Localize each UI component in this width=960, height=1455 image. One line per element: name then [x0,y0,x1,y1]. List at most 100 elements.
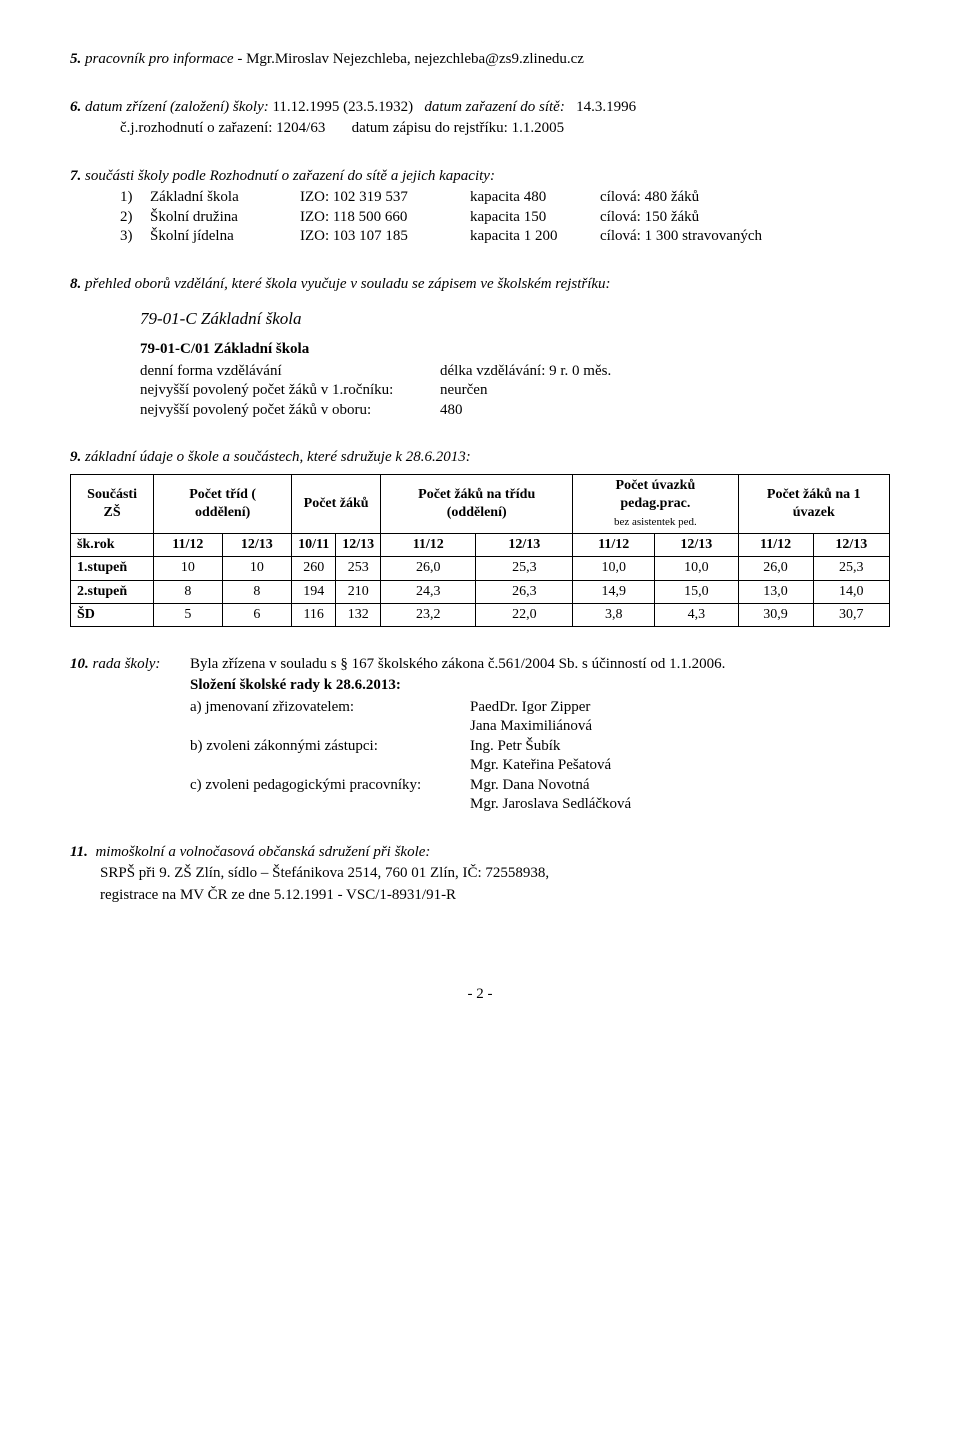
row-label: ŠD [71,603,154,626]
table-row: 1.stupeň101026025326,025,310,010,026,025… [71,557,890,580]
cell: 253 [336,557,381,580]
s8-row-key: nejvyšší povolený počet žáků v 1.ročníku… [140,381,440,401]
cell: 4,3 [655,603,738,626]
s10-row-key: c) zvoleni pedagogickými pracovníky: [190,776,470,796]
s10-row-val: PaedDr. Igor Zipper [470,698,590,718]
cell: 22,0 [476,603,573,626]
s6-label: datum zřízení (založení) školy: [85,99,269,115]
th-pocet-na-uvazek: Počet žáků na 1 úvazek [738,474,890,534]
s7-heading: součásti školy podle Rozhodnutí o zařaze… [85,168,495,184]
s7-row-num: 2) [120,208,150,228]
yr-c3b: 12/13 [336,534,381,557]
s6-num: 6. [70,99,81,115]
yr-c2a: 11/12 [154,534,222,557]
s10-row: Jana Maximiliánová [190,717,890,737]
cell: 26,0 [381,557,476,580]
s10-row-val: Mgr. Dana Novotná [470,776,590,796]
section-5: 5. pracovník pro informace - Mgr.Mirosla… [70,50,890,70]
cell: 3,8 [573,603,655,626]
yr-c2b: 12/13 [222,534,292,557]
s10-row: c) zvoleni pedagogickými pracovníky:Mgr.… [190,776,890,796]
s7-row-num: 3) [120,227,150,247]
yr-c5a: 11/12 [573,534,655,557]
page-footer: - 2 - [70,985,890,1005]
s6-row2a: č.j.rozhodnutí o zařazení: 1204/63 [120,120,325,136]
cell: 8 [222,580,292,603]
s10-row-key: a) jmenovaní zřizovatelem: [190,698,470,718]
s11-line2: registrace na MV ČR ze dne 5.12.1991 - V… [70,886,890,906]
s8-row: nejvyšší povolený počet žáků v 1.ročníku… [140,381,890,401]
cell: 10,0 [655,557,738,580]
s8-row-val: 480 [440,401,463,421]
table-row: 2.stupeň8819421024,326,314,915,013,014,0 [71,580,890,603]
cell: 132 [336,603,381,626]
cell: 26,3 [476,580,573,603]
s10-row: Mgr. Jaroslava Sedláčková [190,795,890,815]
cell: 24,3 [381,580,476,603]
s9-num: 9. [70,449,81,465]
cell: 10,0 [573,557,655,580]
s7-row-izo: IZO: 118 500 660 [300,208,470,228]
cell: 210 [336,580,381,603]
s8-num: 8. [70,276,81,292]
s10-row-val: Mgr. Jaroslava Sedláčková [470,795,631,815]
s10-row-val: Ing. Petr Šubík [470,737,560,757]
s7-row-name: Základní škola [150,188,300,208]
s9-heading: základní údaje o škole a součástech, kte… [85,449,471,465]
cell: 10 [154,557,222,580]
s8-code-title: 79-01-C Základní škola [70,308,890,330]
yr-c5b: 12/13 [655,534,738,557]
s7-row-num: 1) [120,188,150,208]
s10-label: rada školy: [93,656,161,672]
s8-row-val: neurčen [440,381,487,401]
table-header-row: Součásti ZŠ Počet tříd ( oddělení) Počet… [71,474,890,534]
yr-c4a: 11/12 [381,534,476,557]
cell: 6 [222,603,292,626]
th-pocet-uvazku-small: bez asistentek ped. [614,516,697,528]
s11-heading: mimoškolní a volnočasová občanská sdruže… [95,844,430,860]
yr-c4b: 12/13 [476,534,573,557]
cell: 25,3 [813,557,889,580]
s7-row-name: Školní družina [150,208,300,228]
section-11: 11. mimoškolní a volnočasová občanská sd… [70,843,890,906]
yr-c6a: 11/12 [738,534,813,557]
s5-num: 5. [70,51,81,67]
s7-num: 7. [70,168,81,184]
s7-row: 1)Základní školaIZO: 102 319 537kapacita… [120,188,890,208]
s8-sub-code: 79-01-C/01 Základní škola [70,340,890,360]
cell: 14,0 [813,580,889,603]
s7-row-izo: IZO: 103 107 185 [300,227,470,247]
s7-row-kap: kapacita 1 200 [470,227,600,247]
s10-line2: Složení školské rady k 28.6.2013: [190,676,890,696]
s7-row-izo: IZO: 102 319 537 [300,188,470,208]
cell: 26,0 [738,557,813,580]
cell: 30,9 [738,603,813,626]
s10-line1: Byla zřízena v souladu s § 167 školského… [190,655,890,675]
table-year-row: šk.rok 11/12 12/13 10/11 12/13 11/12 12/… [71,534,890,557]
s6-val1: 11.12.1995 (23.5.1932) [272,99,413,115]
section-8: 8. přehled oborů vzdělání, které škola v… [70,275,890,421]
s5-value: Mgr.Miroslav Nejezchleba, nejezchleba@zs… [246,51,584,67]
table-row: ŠD5611613223,222,03,84,330,930,7 [71,603,890,626]
cell: 14,9 [573,580,655,603]
s7-row-name: Školní jídelna [150,227,300,247]
s7-row-cil: cílová: 480 žáků [600,188,699,208]
s8-row: nejvyšší povolený počet žáků v oboru:480 [140,401,890,421]
s6-label2: datum zařazení do sítě: [424,99,564,115]
s10-row-val: Mgr. Kateřina Pešatová [470,756,611,776]
section-7: 7. součásti školy podle Rozhodnutí o zař… [70,167,890,247]
s10-row-val: Jana Maximiliánová [470,717,592,737]
row-label: 2.stupeň [71,580,154,603]
s7-row: 3)Školní jídelnaIZO: 103 107 185kapacita… [120,227,890,247]
cell: 5 [154,603,222,626]
th-pocet-trid: Počet tříd ( oddělení) [154,474,292,534]
s10-row-key [190,756,470,776]
th-pocet-uvazku-main: Počet úvazků pedag.prac. [616,478,696,511]
s7-row: 2)Školní družinaIZO: 118 500 660kapacita… [120,208,890,228]
s10-row: b) zvoleni zákonnými zástupci:Ing. Petr … [190,737,890,757]
s10-row-key [190,717,470,737]
cell: 30,7 [813,603,889,626]
s10-row: Mgr. Kateřina Pešatová [190,756,890,776]
cell: 25,3 [476,557,573,580]
s6-row2b: datum zápisu do rejstříku: 1.1.2005 [352,120,564,136]
